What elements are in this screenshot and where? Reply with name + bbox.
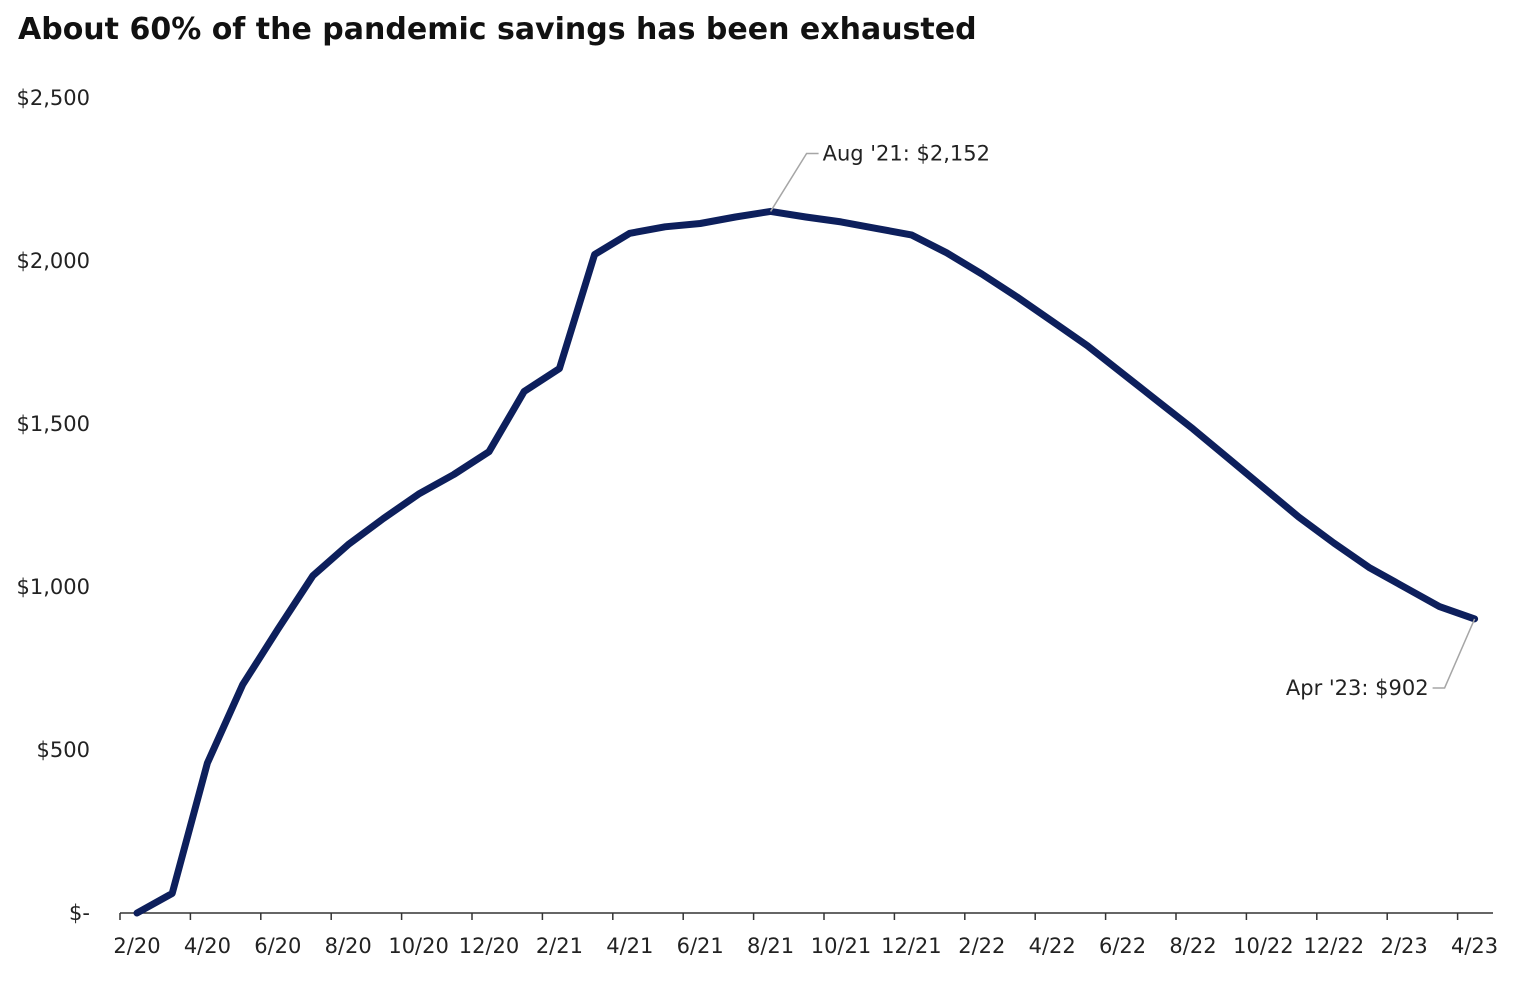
x-tick-label: 4/23 [1451,934,1498,958]
data-point [1120,371,1125,376]
data-point [803,214,808,219]
data-point [1437,604,1442,609]
x-tick-label: 4/20 [184,934,231,958]
y-tick-label: $2,500 [17,86,90,110]
data-point [311,573,315,578]
x-tick-label: 6/21 [677,934,724,958]
data-point [839,219,843,224]
data-point [1015,294,1019,299]
x-tick-label: 12/21 [881,934,942,958]
data-point [381,516,386,521]
series-line [133,207,1479,917]
y-tick-label: $500 [37,738,90,762]
y-tick-label: $- [69,901,90,925]
data-point [1226,456,1231,461]
x-tick-label: 6/20 [254,934,301,958]
data-point [416,492,421,497]
data-point [909,232,914,237]
data-point [275,627,280,632]
x-tick-label: 12/22 [1304,934,1365,958]
data-point [451,472,456,477]
series-layer [133,207,1479,917]
data-point [592,252,597,257]
data-point [487,449,491,454]
data-point [979,272,984,277]
data-point [1296,514,1301,519]
data-point [170,891,175,896]
x-tick-label: 10/20 [388,934,449,958]
annotation-layer: Aug '21: $2,152 Apr '23: $902 [769,141,1476,700]
data-point [1191,426,1195,431]
data-point [733,214,738,219]
x-tick-label: 2/23 [1381,934,1428,958]
data-point [1085,343,1090,348]
x-axis: 2/20 4/20 6/20 8/20 10/20 12/20 2/21 4/21 6/21 8/… [113,912,1498,958]
data-point [1050,319,1055,324]
annotation-label: Apr '23: $902 [1286,676,1429,700]
x-tick-label: 10/21 [811,934,872,958]
data-point [522,389,527,394]
data-point [698,221,703,226]
data-point [135,911,139,915]
x-tick-label: 2/21 [536,934,583,958]
data-point [1155,399,1160,404]
x-tick-label: 4/22 [1029,934,1076,958]
data-point [240,682,245,687]
data-point [944,250,949,255]
data-point [1331,540,1336,545]
annotation-leader-line [769,152,819,212]
x-tick-label: 8/21 [747,934,794,958]
y-tick-label: $1,000 [17,575,90,599]
y-tick-label: $1,500 [17,412,90,436]
x-tick-label: 2/20 [113,934,160,958]
y-axis: $- $500 $1,000 $1,500 $2,000 $2,500 [17,86,90,925]
data-point [1367,565,1371,570]
x-tick-label: 12/20 [459,934,520,958]
data-point [663,224,667,229]
x-tick-label: 2/22 [958,934,1005,958]
x-tick-label: 8/20 [325,934,372,958]
x-tick-label: 8/22 [1169,934,1216,958]
x-tick-label: 6/22 [1099,934,1146,958]
annotation-leader-line [1432,618,1476,689]
data-point [346,542,351,547]
data-point [557,366,562,371]
data-point [874,226,879,231]
data-point [1402,585,1407,589]
x-tick-label: 10/22 [1233,934,1294,958]
annotation-label: Aug '21: $2,152 [823,141,990,165]
x-tick-label: 4/21 [606,934,653,958]
data-point [627,231,632,236]
chart-title: About 60% of the pandemic savings has be… [18,12,977,47]
y-tick-label: $2,000 [17,249,90,273]
data-point [1261,485,1266,490]
data-point [205,761,210,766]
